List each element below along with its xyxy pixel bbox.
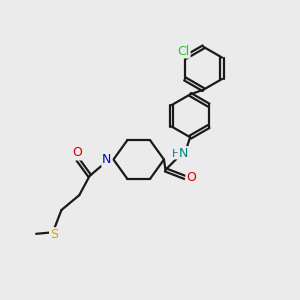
Text: S: S [50,228,58,241]
Text: N: N [102,153,112,166]
Text: Cl: Cl [177,44,190,58]
Text: H: H [172,148,181,159]
Text: O: O [72,146,82,160]
Text: N: N [178,147,188,160]
Text: O: O [186,171,196,184]
